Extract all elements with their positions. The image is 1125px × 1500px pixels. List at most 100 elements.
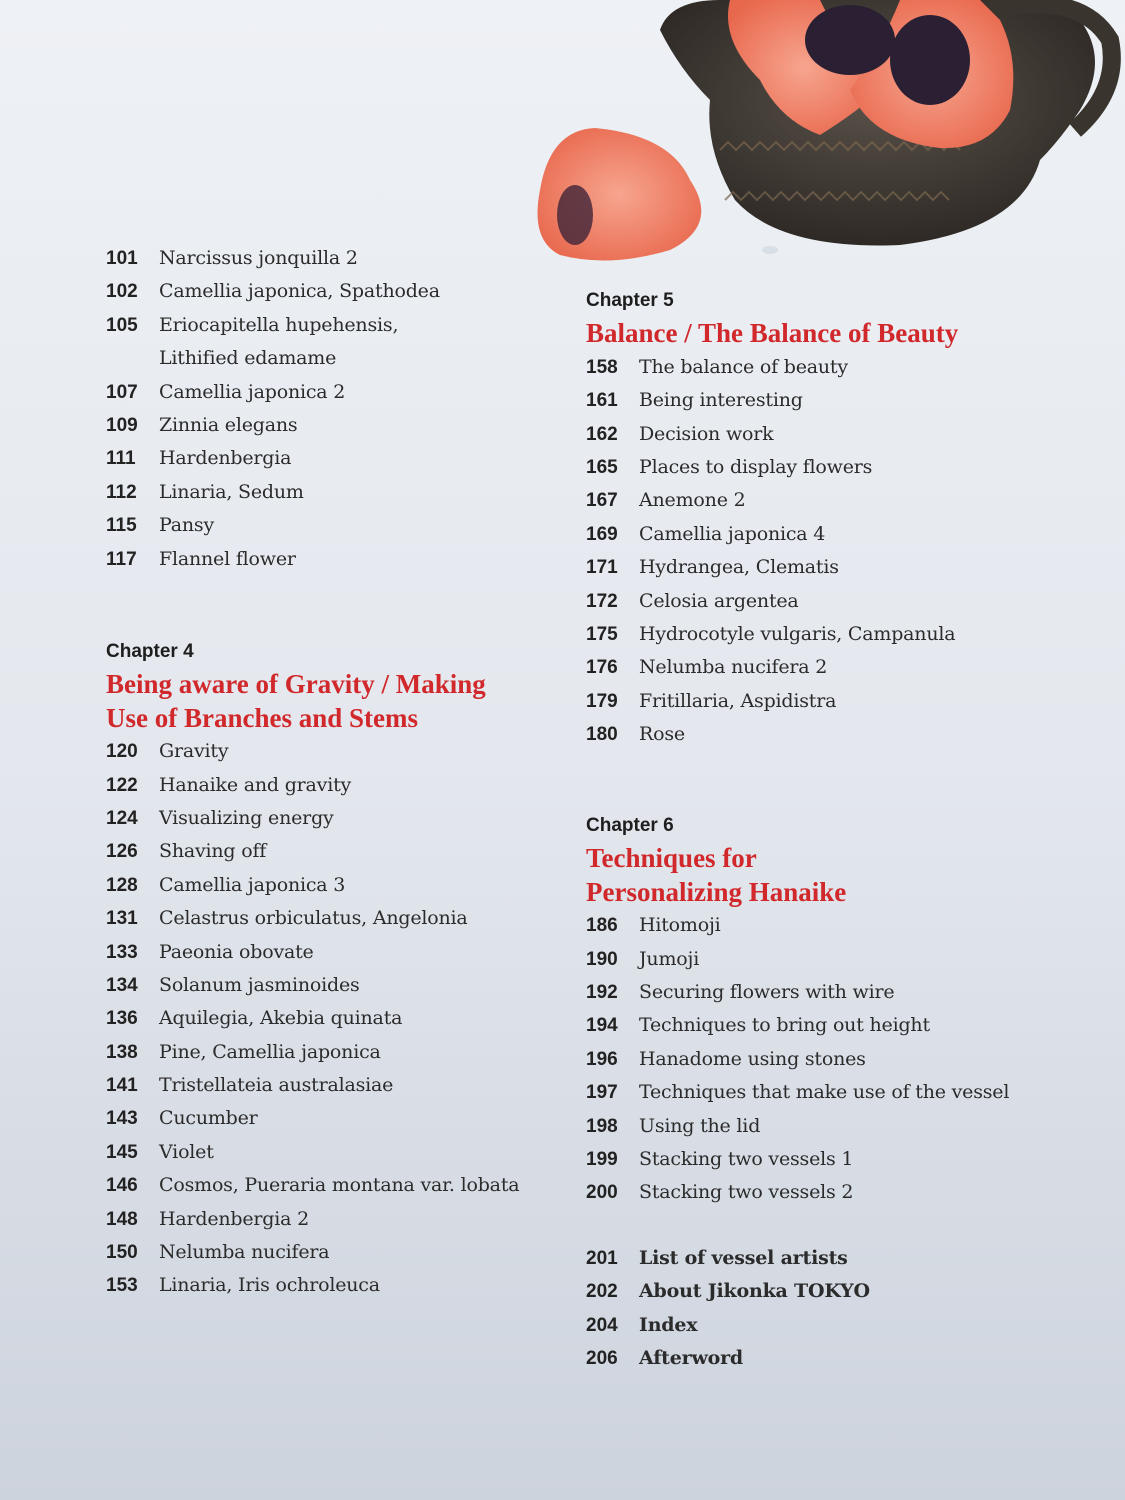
entry-title: Aquilegia, Akebia quinata (159, 1007, 403, 1030)
toc-entry[interactable]: 141 Tristellateia australasiae (106, 1069, 519, 1102)
entry-title: Celosia argentea (639, 589, 799, 612)
entry-title: Cosmos, Pueraria montana var. lobata (159, 1174, 520, 1197)
page-number: 199 (586, 1148, 618, 1170)
entry-title: Zinnia elegans (159, 413, 298, 436)
entry-title: Camellia japonica 3 (159, 873, 346, 896)
toc-entry[interactable]: 176 Nelumba nucifera 2 (586, 651, 958, 684)
toc-entry[interactable]: 165 Places to display flowers (586, 451, 958, 484)
toc-entry[interactable]: 102 Camellia japonica, Spathodea (106, 275, 440, 308)
page-number: 107 (106, 381, 138, 403)
page-number: 102 (106, 281, 138, 303)
entry-title: Nelumba nucifera (159, 1241, 330, 1264)
toc-entry[interactable]: Lithified edamame (106, 342, 440, 375)
toc-entry[interactable]: 161 Being interesting (586, 384, 958, 417)
toc-entry[interactable]: 112 Linaria, Sedum (106, 476, 440, 509)
toc-entry[interactable]: 101 Narcissus jonquilla 2 (106, 242, 440, 275)
toc-entry[interactable]: 146 Cosmos, Pueraria montana var. lobata (106, 1169, 520, 1202)
entry-title: Camellia japonica, Spathodea (159, 280, 440, 303)
toc-entry[interactable]: 115 Pansy (106, 509, 440, 542)
toc-entry[interactable]: 126 Shaving off (106, 835, 519, 868)
toc-entry[interactable]: 192 Securing flowers with wire (586, 976, 1009, 1009)
page-number: 196 (586, 1048, 618, 1070)
toc-entry[interactable]: 162 Decision work (586, 418, 958, 451)
page-number: 186 (586, 915, 618, 937)
chapter-label: Chapter 5 (586, 290, 674, 311)
page-number: 171 (586, 557, 618, 579)
toc-entry[interactable]: 206 Afterword (586, 1342, 870, 1375)
toc-entry[interactable]: 179 Fritillaria, Aspidistra (586, 685, 958, 718)
toc-entry[interactable]: 107 Camellia japonica 2 (106, 376, 440, 409)
page-number: 122 (106, 774, 138, 796)
page-number: 131 (106, 908, 138, 930)
entry-title: Pine, Camellia japonica (159, 1040, 381, 1063)
toc-entry[interactable]: 200 Stacking two vessels 2 (586, 1176, 1009, 1209)
toc-entry[interactable]: 171 Hydrangea, Clematis (586, 551, 958, 584)
toc-entry[interactable]: 138 Pine, Camellia japonica (106, 1036, 519, 1069)
toc-entry[interactable]: 194 Techniques to bring out height (586, 1009, 1009, 1042)
toc-chapter-6: Chapter 6 Techniques for Personalizing Han… (586, 809, 1009, 1210)
toc-entry[interactable]: 186 Hitomoji (586, 909, 1009, 942)
entry-title: Hanaike and gravity (159, 773, 352, 796)
toc-entry[interactable]: 134 Solanum jasminoides (106, 969, 519, 1002)
toc-entry[interactable]: 204 Index (586, 1309, 870, 1342)
toc-entry[interactable]: 133 Paeonia obovate (106, 936, 519, 969)
page-number: 190 (586, 948, 618, 970)
toc-entry[interactable]: 202 About Jikonka TOKYO (586, 1275, 870, 1308)
toc-entry[interactable]: 169 Camellia japonica 4 (586, 518, 958, 551)
toc-entry[interactable]: 199 Stacking two vessels 1 (586, 1143, 1009, 1176)
page-number: 111 (106, 448, 136, 470)
chapter-heading: Techniques for (586, 843, 757, 874)
toc-entry[interactable]: 197 Techniques that make use of the vesse… (586, 1076, 1009, 1109)
toc-entry[interactable]: 109 Zinnia elegans (106, 409, 440, 442)
toc-entry[interactable]: 198 Using the lid (586, 1110, 1009, 1143)
entry-title: Violet (159, 1140, 214, 1163)
poppy-vase-photo (537, 0, 1121, 261)
entry-title: Gravity (159, 740, 229, 763)
toc-entry[interactable]: 196 Hanadome using stones (586, 1043, 1009, 1076)
entry-title: Paeonia obovate (159, 940, 314, 963)
toc-entry[interactable]: 124 Visualizing energy (106, 802, 519, 835)
page-number: 180 (586, 724, 618, 746)
toc-entry[interactable]: 145 Violet (106, 1136, 519, 1169)
entry-title: Hitomoji (639, 914, 721, 937)
chapter-label: Chapter 6 (586, 815, 674, 836)
page-number: 128 (106, 874, 138, 896)
toc-entry[interactable]: 111 Hardenbergia (106, 442, 440, 475)
page-number: 192 (586, 981, 618, 1003)
toc-entry[interactable]: 143 Cucumber (106, 1102, 519, 1135)
page-number: 201 (586, 1248, 618, 1269)
toc-entry[interactable]: 158 The balance of beauty (586, 351, 958, 384)
chapter-heading: Personalizing Hanaike (586, 876, 847, 907)
toc-entry[interactable]: 167 Anemone 2 (586, 484, 958, 517)
toc-entry[interactable]: 148 Hardenbergia 2 (106, 1203, 519, 1236)
toc-entry[interactable]: 201 List of vessel artists (586, 1242, 870, 1275)
page-number: 158 (586, 356, 618, 378)
entry-title: Lithified edamame (159, 347, 337, 370)
toc-entry[interactable]: 180 Rose (586, 718, 958, 751)
toc-entry[interactable]: 128 Camellia japonica 3 (106, 869, 519, 902)
chapter-heading: Being aware of Gravity / Making (106, 669, 486, 700)
page-number: 153 (106, 1275, 138, 1297)
toc-entry[interactable]: 136 Aquilegia, Akebia quinata (106, 1002, 519, 1035)
entry-title: Hydrocotyle vulgaris, Campanula (639, 622, 956, 645)
toc-entry[interactable]: 117 Flannel flower (106, 543, 440, 576)
toc-entry[interactable]: 153 Linaria, Iris ochroleuca (106, 1269, 519, 1302)
toc-entry[interactable]: 120 Gravity (106, 735, 519, 768)
entry-title: Hardenbergia (159, 447, 292, 470)
toc-entry[interactable]: 131 Celastrus orbiculatus, Angelonia (106, 902, 519, 935)
entry-title: Eriocapitella hupehensis, (159, 313, 399, 336)
toc-entry[interactable]: 122 Hanaike and gravity (106, 769, 519, 802)
toc-entry[interactable]: 172 Celosia argentea (586, 585, 958, 618)
toc-entry[interactable]: 190 Jumoji (586, 943, 1009, 976)
toc-entry[interactable]: 150 Nelumba nucifera (106, 1236, 519, 1269)
page-number: 162 (586, 423, 618, 445)
toc-entry[interactable]: 105 Eriocapitella hupehensis, (106, 309, 440, 342)
page-number: 143 (106, 1108, 138, 1130)
entry-title: Techniques that make use of the vessel (639, 1081, 1010, 1104)
page-number: 169 (586, 523, 618, 545)
entry-title: Fritillaria, Aspidistra (639, 689, 837, 712)
page-number: 148 (106, 1208, 138, 1230)
page-number: 146 (106, 1175, 138, 1197)
page-number: 165 (586, 456, 618, 478)
toc-entry[interactable]: 175 Hydrocotyle vulgaris, Campanula (586, 618, 958, 651)
